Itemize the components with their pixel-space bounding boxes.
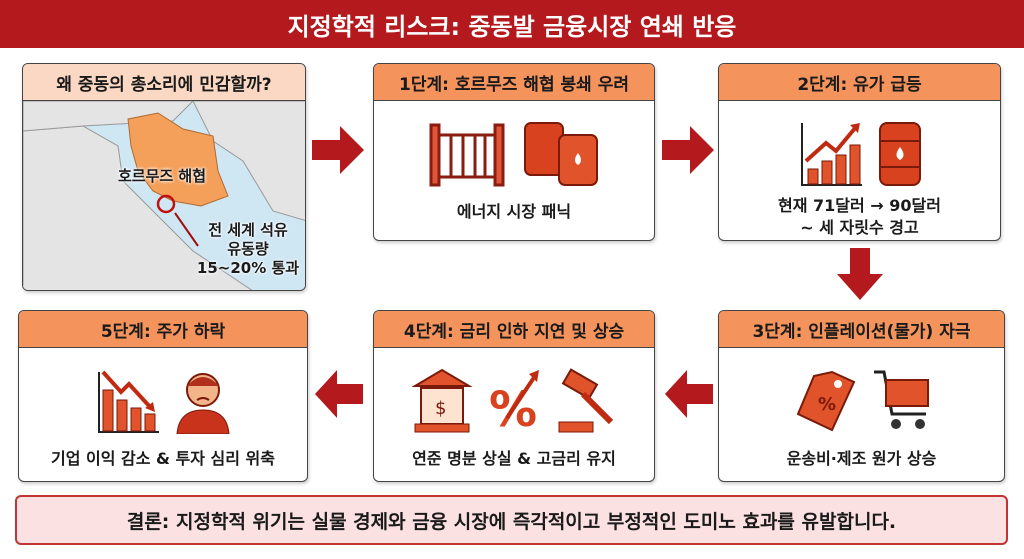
worried-person-icon <box>176 373 230 434</box>
bank-icon: $ <box>411 368 473 433</box>
gate-icon <box>429 123 505 187</box>
stage-header: 2단계: 유가 급등 <box>719 64 1000 101</box>
caption-line: ~ 세 자릿수 경고 <box>800 218 919 237</box>
oil-barrel-icon <box>524 122 598 186</box>
arrow-right-icon <box>662 126 714 174</box>
arrow-left-icon <box>315 370 363 418</box>
stage-caption: 에너지 시장 패닉 <box>456 202 572 221</box>
page-title: 지정학적 리스크: 중동발 금융시장 연쇄 반응 <box>0 0 1024 48</box>
note-line: 15~20% 통과 <box>196 259 300 277</box>
svg-text:%: % <box>818 394 836 415</box>
price-tag-icon: % <box>796 370 855 432</box>
gavel-icon <box>558 368 614 433</box>
stage-header: 1단계: 호르무즈 해협 봉쇄 우려 <box>374 64 654 101</box>
caption-line: 현재 71달러 → 90달러 <box>778 196 941 215</box>
note-line: 전 세계 석유 <box>208 221 288 239</box>
strait-label: 호르무즈 해협 <box>118 167 207 185</box>
map-panel: 왜 중동의 총소리에 민감할까? 호르무즈 해협 전 세계 석유 유동량 15~… <box>22 63 306 291</box>
percent-up-icon: % <box>489 370 539 434</box>
stage-caption: 기업 이익 감소 & 투자 심리 위축 <box>50 449 275 468</box>
stage-caption: 현재 71달러 → 90달러 ~ 세 자릿수 경고 <box>719 195 1000 239</box>
map-illustration <box>23 101 305 290</box>
shopping-cart-icon <box>873 370 929 429</box>
oil-barrel-icon <box>878 122 921 186</box>
falling-chart-icon <box>98 370 159 433</box>
stage-2-card: 2단계: 유가 급등 현재 71달러 → 90달러 ~ 세 자릿수 경고 <box>718 63 1001 241</box>
svg-text:$: $ <box>435 398 446 419</box>
stage-4-card: 4단계: 금리 인하 지연 및 상승 $ % 연준 명분 상실 & 고금리 유지 <box>373 310 655 482</box>
map-panel-header: 왜 중동의 총소리에 민감할까? <box>23 64 305 101</box>
stage-caption: 운송비·제조 원가 상승 <box>786 449 937 468</box>
rising-chart-icon <box>800 123 862 186</box>
stage-header: 4단계: 금리 인하 지연 및 상승 <box>374 311 654 348</box>
note-line: 유동량 <box>227 240 269 258</box>
stage-header: 5단계: 주가 하락 <box>19 311 307 348</box>
stage-5-card: 5단계: 주가 하락 기업 이익 감소 & 투자 심리 위축 <box>18 310 308 482</box>
stage-header: 3단계: 인플레이션(물가) 자극 <box>719 311 1004 348</box>
middle-east-map: 호르무즈 해협 전 세계 석유 유동량 15~20% 통과 <box>23 101 305 290</box>
conclusion-banner: 결론: 지정학적 위기는 실물 경제와 금융 시장에 즉각적이고 부정적인 도미… <box>15 495 1008 545</box>
oil-flow-note: 전 세계 석유 유동량 15~20% 통과 <box>193 221 303 278</box>
stage-caption: 연준 명분 상실 & 고금리 유지 <box>412 449 616 468</box>
arrow-right-icon <box>312 126 364 174</box>
stage-1-card: 1단계: 호르무즈 해협 봉쇄 우려 에너지 시장 패닉 <box>373 63 655 241</box>
arrow-down-icon <box>837 248 883 300</box>
stage-3-card: 3단계: 인플레이션(물가) 자극 % 운송비·제조 원가 상승 <box>718 310 1005 482</box>
arrow-left-icon <box>665 370 713 418</box>
